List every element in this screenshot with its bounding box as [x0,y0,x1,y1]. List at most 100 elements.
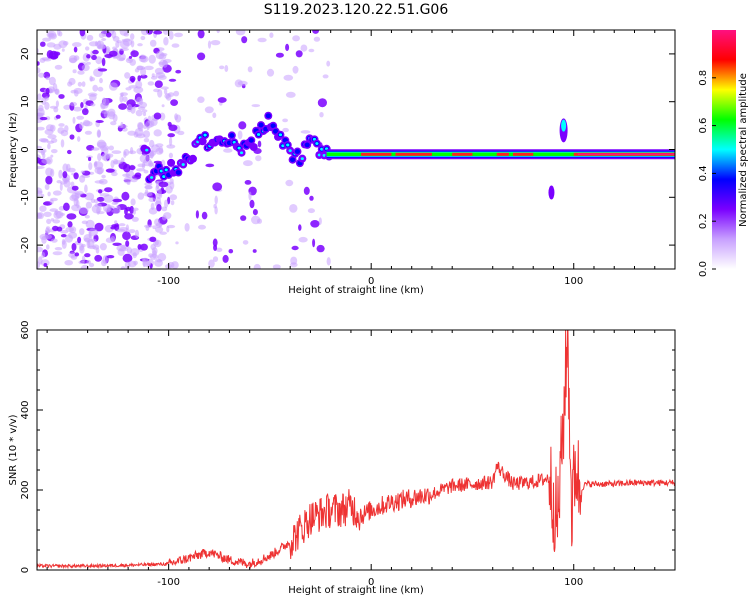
noise-blob [135,109,143,117]
noise-blob [52,225,59,231]
noise-blob [251,104,261,108]
noise-blob [97,68,108,72]
noise-blob [134,68,140,73]
noise-blob [96,129,101,138]
noise-blob [50,218,55,222]
noise-blob [237,130,243,140]
noise-blob [73,172,79,180]
noise-blob [47,191,51,197]
noise-blob [80,264,90,269]
noise-blob [104,187,113,193]
noise-blob [63,104,72,110]
noise-blob [43,263,48,267]
noise-blob [73,46,78,53]
noise-blob [133,207,139,211]
ridge-blob [198,137,207,146]
noise-blob [40,193,45,198]
noise-blob [171,43,180,48]
noise-blob [155,226,164,233]
noise-blob [142,130,151,139]
noise-blob [285,43,290,52]
noise-blob [275,52,284,58]
ridge-blob-core [248,137,254,143]
noise-blob [59,182,63,191]
ridge-blob-core [272,128,279,134]
snr-ticks: -100 0 100 0 200 400 600 [20,320,675,588]
noise-blob [130,33,135,40]
noise-blob [87,92,98,97]
noise-blob [68,77,76,86]
noise-blob [43,211,52,217]
x-tick-label: -100 [157,276,180,287]
noise-blob [222,254,229,263]
noise-blob [133,131,139,138]
x-tick-label: 0 [368,577,374,588]
noise-blob [39,233,49,240]
noise-blob [308,48,315,53]
noise-blob [58,169,63,179]
noise-blob [94,222,104,232]
noise-blob [88,41,99,47]
noise-blob [162,60,168,68]
noise-blob [66,213,77,220]
noise-blob [37,145,42,149]
noise-blob [156,204,162,212]
noise-blob [79,30,86,37]
noise-blob [155,185,160,192]
noise-blob [111,224,119,228]
noise-blob [149,39,157,47]
noise-blob [195,210,199,219]
noise-blob [94,203,102,208]
noise-blob [37,126,45,131]
noise-blob [86,61,91,65]
noise-blob [130,248,140,257]
noise-blob [142,111,147,117]
noise-blob [130,40,135,48]
noise-blob [122,173,131,177]
noise-blob [235,30,246,36]
noise-blob [168,31,174,40]
noise-blob [139,154,150,164]
noise-blob [84,192,95,201]
noise-blob [79,245,85,254]
noise-blob [133,260,138,266]
noise-blob [45,76,51,81]
noise-blob [66,163,71,172]
colorbar-tick-label: 0.6 [698,118,709,134]
noise-blob [163,36,169,46]
noise-blob [121,191,130,201]
noise-blob [86,155,93,159]
noise-blob [169,178,174,185]
noise-blob [210,40,221,46]
noise-blob [130,198,136,206]
noise-blob [174,32,183,38]
noise-blob [124,72,131,79]
noise-blob [40,138,49,143]
noise-blob [76,199,80,209]
noise-blob [217,97,227,103]
noise-blob [126,104,133,113]
noise-blob [83,119,91,127]
ridge-blob-peak [239,151,244,155]
noise-blob [90,103,96,107]
noise-blob [266,68,275,77]
noise-blob [39,205,47,212]
noise-blob [154,258,163,267]
noise-blob [95,120,104,123]
noise-blob [169,194,178,201]
ridge-blob-peak [278,133,283,137]
noise-blob [140,67,147,77]
noise-blob [153,88,160,93]
noise-blob [128,55,133,59]
noise-blob [105,168,115,173]
noise-blob [101,153,109,161]
noise-blob [92,84,98,92]
noise-blob [74,252,80,257]
noise-blob [111,30,117,39]
noise-blob [86,259,91,265]
noise-blob [53,51,61,56]
noise-blob [118,223,126,227]
noise-blob [322,74,329,79]
noise-blob [161,104,165,108]
noise-blob [148,54,156,64]
